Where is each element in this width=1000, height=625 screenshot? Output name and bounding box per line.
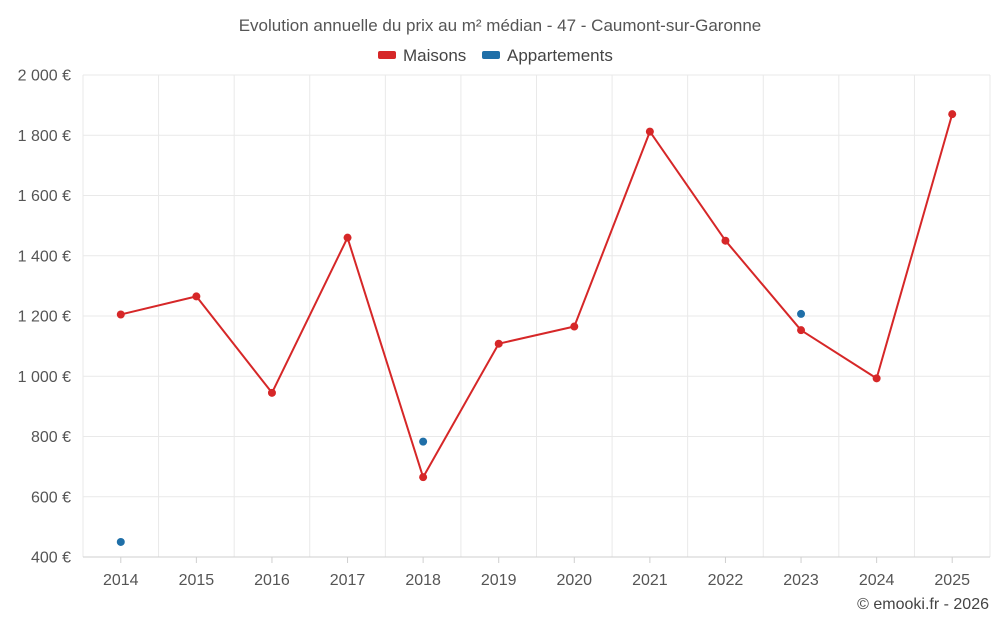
- axes: 400 € 600 € 800 € 1 000 € 1 200 € 1 400 € 1 60…: [18, 68, 990, 589]
- data-point-maisons-2022[interactable]: [721, 236, 730, 245]
- series-maisons: [116, 110, 957, 482]
- data-point-maisons-2017[interactable]: [343, 233, 352, 242]
- x-tick-label: 2024: [859, 572, 895, 589]
- chart-title: Evolution annuelle du prix au m² médian …: [239, 16, 762, 35]
- legend-swatch-appartements: [482, 51, 500, 59]
- y-tick-label: 1 400 €: [18, 248, 71, 265]
- legend-swatch-maisons: [378, 51, 396, 59]
- legend-label-appartements: Appartements: [507, 46, 613, 65]
- series-line-maisons: [120, 113, 954, 479]
- x-tick-label: 2016: [254, 572, 290, 589]
- legend-item-appartements[interactable]: Appartements: [482, 46, 613, 65]
- x-tick-label: 2020: [556, 572, 592, 589]
- data-point-maisons-2014[interactable]: [116, 310, 125, 319]
- x-tick-label: 2019: [481, 572, 517, 589]
- x-tick-label: 2023: [783, 572, 819, 589]
- x-tick-label: 2022: [708, 572, 744, 589]
- series-appartements: [116, 309, 806, 546]
- x-tick-label: 2025: [934, 572, 970, 589]
- x-tick-label: 2018: [405, 572, 441, 589]
- y-tick-label: 1 000 €: [18, 369, 71, 386]
- data-point-maisons-2020[interactable]: [570, 322, 579, 331]
- data-point-appartements-2018[interactable]: [419, 437, 428, 446]
- y-tick-label: 1 800 €: [18, 128, 71, 145]
- data-point-appartements-2014[interactable]: [116, 537, 125, 546]
- data-point-maisons-2023[interactable]: [797, 326, 806, 335]
- x-tick-label: 2021: [632, 572, 668, 589]
- data-point-maisons-2019[interactable]: [494, 339, 503, 348]
- data-point-maisons-2015[interactable]: [192, 292, 201, 301]
- data-point-maisons-2025[interactable]: [948, 110, 957, 119]
- y-tick-label: 600 €: [31, 489, 71, 506]
- data-point-appartements-2023[interactable]: [797, 309, 806, 318]
- grid: [82, 74, 991, 557]
- y-tick-label: 1 600 €: [18, 188, 71, 205]
- legend-item-maisons[interactable]: Maisons: [378, 46, 466, 65]
- credit-text: © emooki.fr - 2026: [857, 596, 989, 613]
- legend-label-maisons: Maisons: [403, 46, 466, 65]
- data-point-maisons-2018[interactable]: [419, 473, 428, 482]
- y-tick-label: 2 000 €: [18, 68, 71, 85]
- data-point-maisons-2016[interactable]: [267, 388, 276, 397]
- x-tick-label: 2014: [103, 572, 139, 589]
- x-tick-label: 2017: [330, 572, 366, 589]
- y-tick-label: 400 €: [31, 550, 71, 567]
- data-point-maisons-2021[interactable]: [645, 127, 654, 136]
- y-tick-label: 1 200 €: [18, 309, 71, 326]
- y-tick-label: 800 €: [31, 429, 71, 446]
- data-point-maisons-2024[interactable]: [872, 374, 881, 383]
- series: [116, 110, 957, 546]
- legend[interactable]: Maisons Appartements: [378, 46, 613, 65]
- x-tick-label: 2015: [179, 572, 215, 589]
